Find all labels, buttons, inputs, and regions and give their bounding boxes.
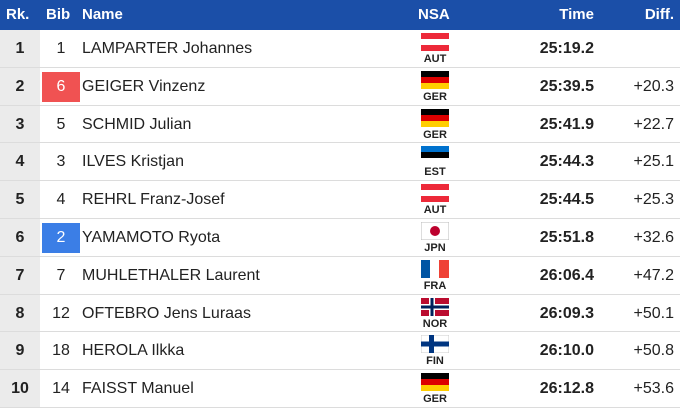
time: 25:44.5 <box>539 191 594 209</box>
bib: 2 <box>42 223 80 253</box>
result-row: 9 18 HEROLA Ilkka FIN 26:10.0 +50.8 <box>0 332 680 371</box>
nsa-code: GER <box>423 128 447 141</box>
result-row: 5 4 REHRL Franz-Josef AUT 25:44.5 +25.3 <box>0 181 680 219</box>
result-row: 10 14 FAISST Manuel GER 26:12.8 +53.6 <box>0 370 680 408</box>
athlete-name: LAMPARTER Johannes <box>82 40 253 57</box>
diff: +32.6 <box>633 229 674 246</box>
diff: +50.1 <box>633 304 674 322</box>
header-nsa: NSA <box>418 6 450 23</box>
header-bib: Bib <box>46 6 71 23</box>
diff: +50.8 <box>633 342 674 360</box>
athlete-name: MUHLETHALER Laurent <box>82 266 260 284</box>
header-row: Rk. Bib Name NSA Time Diff. <box>0 0 680 30</box>
time: 25:39.5 <box>539 77 594 95</box>
athlete-name: ILVES Kristjan <box>82 153 184 171</box>
rank: 6 <box>0 219 40 256</box>
nsa-code: FIN <box>426 355 444 368</box>
bib: 4 <box>56 191 66 209</box>
diff: +22.7 <box>633 115 674 133</box>
result-row: 1 1 LAMPARTER Johannes AUT 25:19.2 <box>0 30 680 68</box>
rank: 10 <box>0 370 40 407</box>
flag <box>421 259 449 278</box>
rank: 2 <box>0 67 40 105</box>
nsa-code: FRA <box>423 279 447 292</box>
time: 25:19.2 <box>539 40 594 57</box>
time: 26:10.0 <box>539 342 594 360</box>
nsa-code: GER <box>423 90 447 103</box>
flag <box>421 222 449 240</box>
bib: 12 <box>52 304 70 322</box>
time: 25:44.3 <box>539 153 594 171</box>
bib: 3 <box>56 153 66 171</box>
time: 25:41.9 <box>539 115 594 133</box>
athlete-name: GEIGER Vinzenz <box>82 77 206 95</box>
rank: 7 <box>0 256 40 294</box>
diff: +53.6 <box>633 380 674 398</box>
rank: 1 <box>0 30 40 67</box>
flag <box>421 335 449 354</box>
flag <box>421 108 449 127</box>
bib: 14 <box>52 380 70 398</box>
athlete-name: FAISST Manuel <box>82 380 194 398</box>
nsa-code: NOR <box>422 317 448 330</box>
flag <box>421 184 449 203</box>
time: 26:12.8 <box>539 380 594 398</box>
flag <box>421 33 449 51</box>
flag <box>421 373 449 392</box>
rank: 9 <box>0 332 40 370</box>
athlete-name: REHRL Franz-Josef <box>82 191 225 209</box>
athlete-name: SCHMID Julian <box>82 115 192 133</box>
bib: 18 <box>52 342 70 360</box>
header-name: Name <box>82 6 123 23</box>
athlete-name: OFTEBRO Jens Luraas <box>82 304 251 322</box>
time: 26:09.3 <box>539 304 594 322</box>
diff: +20.3 <box>633 77 674 95</box>
result-row: 7 7 MUHLETHALER Laurent FRA 26:06.4 +47.2 <box>0 256 680 295</box>
header-time: Time <box>559 6 594 23</box>
athlete-name: YAMAMOTO Ryota <box>82 229 221 246</box>
result-row: 8 12 OFTEBRO Jens Luraas NOR 26:09.3 +50.1 <box>0 294 680 333</box>
athlete-name: HEROLA Ilkka <box>82 342 185 360</box>
nsa-code: EST <box>424 166 446 179</box>
time: 26:06.4 <box>539 266 594 284</box>
time: 25:51.8 <box>539 229 594 246</box>
result-row: 4 3 ILVES Kristjan EST 25:44.3 +25.1 <box>0 143 680 182</box>
flag <box>421 297 449 316</box>
diff: +47.2 <box>633 266 674 284</box>
result-row: 3 5 SCHMID Julian GER 25:41.9 +22.7 <box>0 105 680 144</box>
result-row: 2 6 GEIGER Vinzenz GER 25:39.5 +20.3 <box>0 67 680 106</box>
bib: 5 <box>56 115 66 133</box>
header-rank: Rk. <box>6 6 30 23</box>
nsa-code: AUT <box>423 204 447 217</box>
bib: 6 <box>42 71 80 102</box>
result-row: 6 2 YAMAMOTO Ryota JPN 25:51.8 +32.6 <box>0 219 680 257</box>
bib: 1 <box>56 40 66 57</box>
rank: 5 <box>0 181 40 218</box>
flag <box>421 146 449 165</box>
rank: 3 <box>0 105 40 143</box>
diff: +25.1 <box>633 153 674 171</box>
nsa-code: GER <box>423 393 447 406</box>
diff: +25.3 <box>633 191 674 209</box>
header-diff: Diff. <box>644 6 674 23</box>
nsa-code: JPN <box>424 242 446 254</box>
rank: 8 <box>0 294 40 332</box>
nsa-code: AUT <box>423 53 447 65</box>
flag <box>421 70 449 89</box>
bib: 7 <box>56 266 66 284</box>
rank: 4 <box>0 143 40 181</box>
